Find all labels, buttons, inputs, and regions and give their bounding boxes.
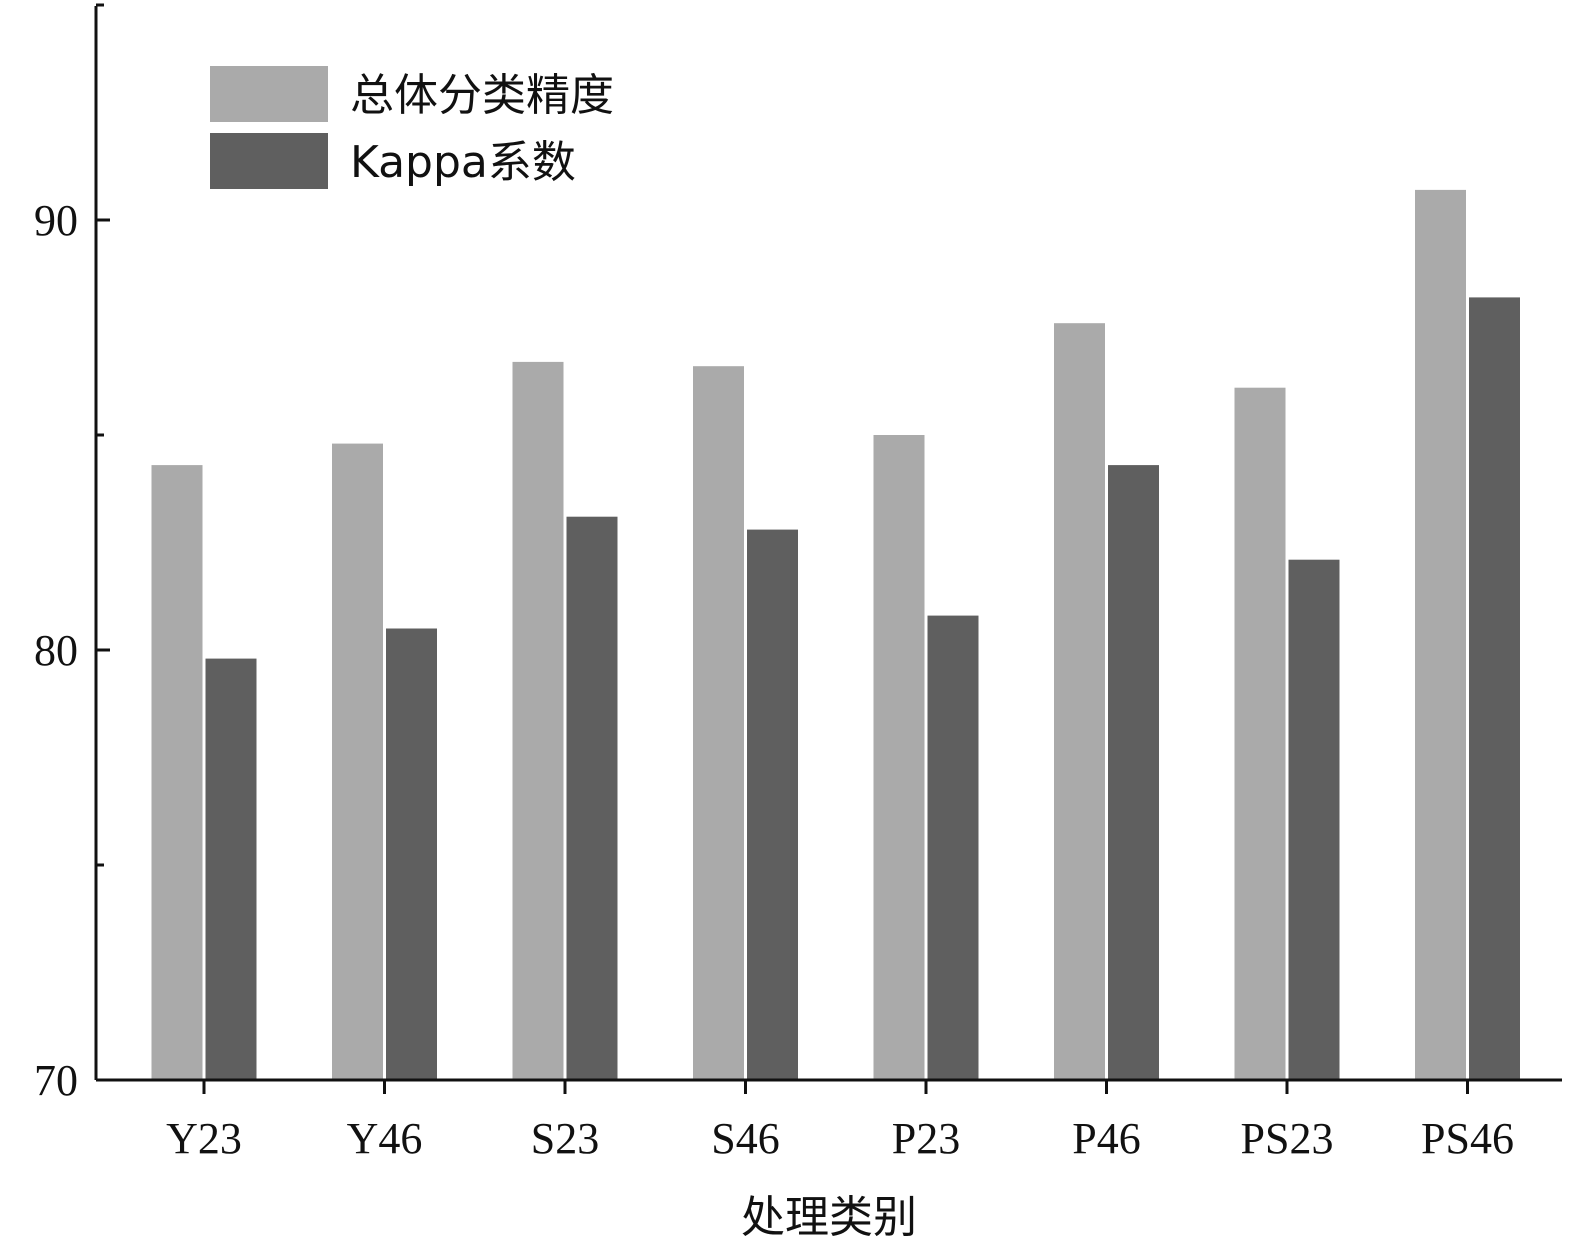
x-tick-label-y46: Y46 [347,1114,423,1163]
x-ticks-group: Y23 Y46 S23 S46 P23 P46 PS23 PS46 [166,1080,1514,1163]
bar-p23-overall-accuracy [873,435,925,1080]
y-tick-label-80: 80 [34,626,78,675]
y-tick-label-70: 70 [34,1056,78,1105]
legend-label-overall-accuracy: 总体分类精度 [350,70,614,121]
bar-ps23-kappa [1288,559,1340,1080]
bar-y46-kappa [386,628,437,1080]
bar-ps46-kappa [1469,297,1520,1080]
x-tick-label-p46: P46 [1072,1114,1140,1163]
bar-ps46-overall-accuracy [1415,189,1466,1080]
y-tick-label-90: 90 [34,196,78,245]
legend-swatch-overall-accuracy [210,66,328,122]
bar-s23-kappa [566,516,618,1080]
x-tick-label-ps46: PS46 [1421,1114,1514,1163]
x-tick-label-ps23: PS23 [1241,1114,1334,1163]
bar-s46-overall-accuracy [693,366,744,1080]
legend: 总体分类精度 Kappa系数 [210,66,614,189]
bar-s46-kappa [747,529,798,1080]
bar-ps23-overall-accuracy [1234,387,1286,1080]
x-tick-label-s46: S46 [711,1114,779,1163]
x-tick-label-p23: P23 [892,1114,960,1163]
bar-p46-kappa [1108,465,1159,1081]
y-ticks-group: 70 80 90 [34,3,110,1105]
x-tick-label-s23: S23 [531,1114,599,1163]
bar-s23-overall-accuracy [512,361,564,1080]
x-axis-title: 处理类别 [741,1192,917,1243]
bar-p23-kappa [927,615,979,1080]
legend-label-kappa: Kappa系数 [350,137,576,188]
legend-swatch-kappa [210,133,328,189]
bar-y23-overall-accuracy [151,465,203,1081]
bar-p46-overall-accuracy [1054,323,1105,1080]
bars-group [151,189,1520,1081]
bar-y23-kappa [205,658,257,1080]
x-tick-label-y23: Y23 [166,1114,242,1163]
bar-y46-overall-accuracy [332,443,383,1081]
